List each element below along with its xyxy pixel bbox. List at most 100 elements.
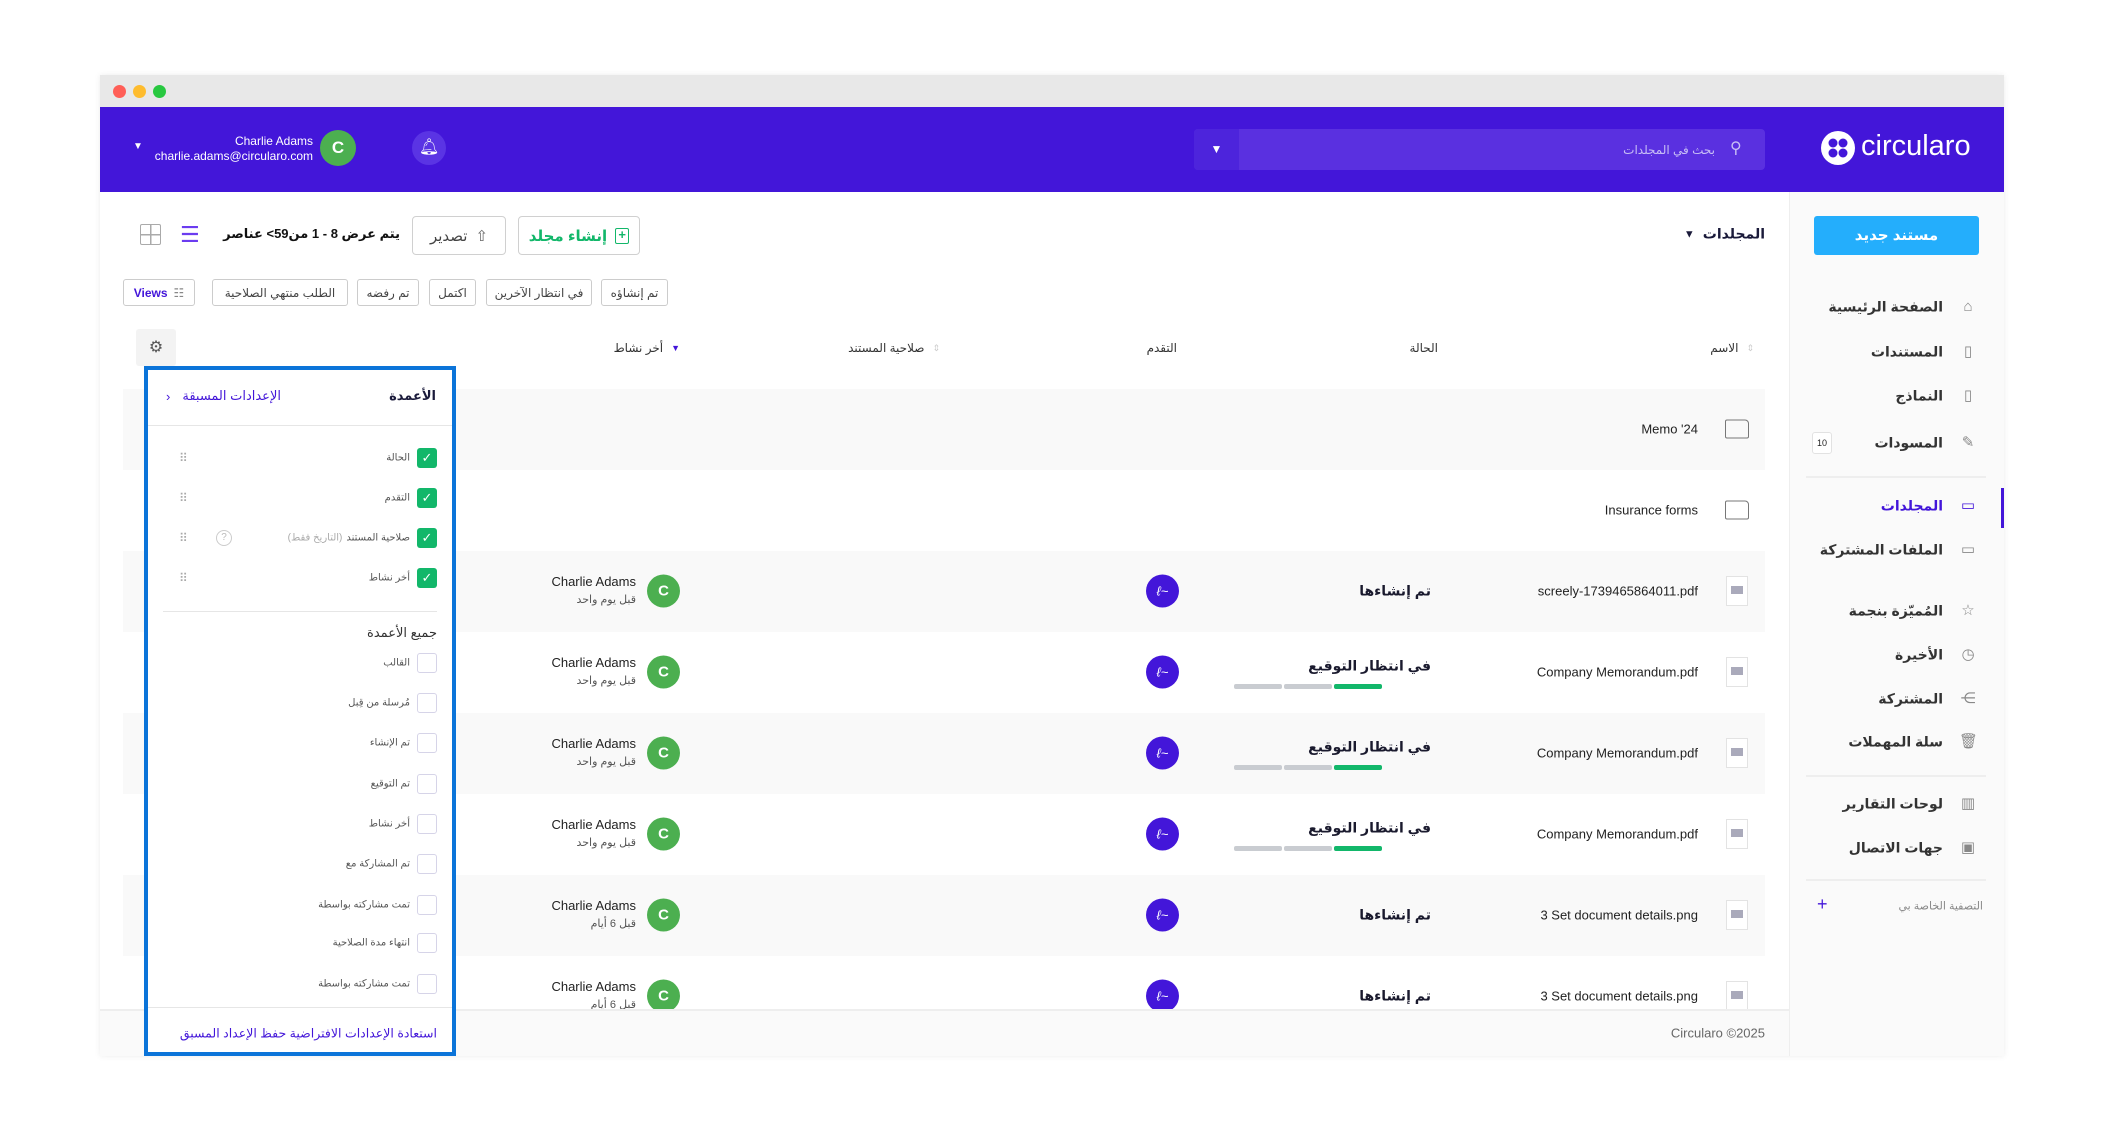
filter-chip[interactable]: تم إنشاؤه <box>601 279 668 306</box>
signature-icon: ℓ~ <box>1146 817 1179 851</box>
col-last-activity-label: أخر نشاط <box>613 341 664 355</box>
file-name[interactable]: Insurance forms <box>1604 502 1698 518</box>
sidebar-item[interactable]: المجلدات <box>1880 497 1943 514</box>
notifications-bell-icon[interactable]: 🔔︎ <box>412 131 446 165</box>
sidebar-item[interactable]: الأخيرة <box>1894 646 1943 663</box>
search-scope-dropdown[interactable]: ▼ <box>1194 129 1239 170</box>
column-checkbox[interactable] <box>417 974 437 994</box>
sidebar-item[interactable]: جهات الاتصال <box>1848 839 1943 856</box>
column-checkbox[interactable] <box>417 653 437 673</box>
user-email: charlie.adams@circularo.com <box>154 149 313 163</box>
sidebar-item[interactable]: المستندات <box>1870 343 1943 360</box>
sidebar-item[interactable]: النماذج <box>1895 387 1943 404</box>
active-indicator <box>2001 488 2004 528</box>
progress-segment <box>1234 846 1282 851</box>
file-name[interactable]: Memo '24 <box>1641 421 1698 437</box>
column-checkbox[interactable] <box>417 814 437 834</box>
item-count: يتم عرض 8 - 1 من59> عناصر <box>223 226 400 241</box>
column-checkbox[interactable] <box>417 774 437 794</box>
column-checkbox-checked[interactable]: ✓ <box>417 488 437 508</box>
column-option-label: تمت مشاركته بواسطة <box>318 899 410 911</box>
column-option: التقدم <box>385 493 410 504</box>
restore-defaults-save-preset-link[interactable]: استعادة الإعدادات الافتراضية حفظ الإعداد… <box>179 1026 437 1041</box>
sidebar-item[interactable]: سلة المهملات <box>1848 733 1943 750</box>
drag-handle-icon[interactable]: ⠿ <box>179 531 188 545</box>
document-icon: ▯ <box>1963 343 1973 360</box>
filter-chip[interactable]: في انتظار الآخرين <box>486 279 592 306</box>
column-label: أخر نشاط <box>368 572 410 584</box>
file-thumbnail-icon <box>1726 819 1748 849</box>
user-avatar[interactable]: C <box>320 130 356 166</box>
divider <box>148 1007 452 1008</box>
column-settings-gear-icon[interactable]: ⚙ <box>136 329 176 366</box>
sidebar-item[interactable]: المشتركة <box>1878 690 1943 707</box>
user-menu-chevron-icon[interactable]: ▼ <box>133 141 143 152</box>
views-button[interactable]: Views ☷ <box>123 279 195 306</box>
filter-chip[interactable]: تم رفضه <box>357 279 419 306</box>
column-label: صلاحية المستند <box>346 532 410 544</box>
upload-icon: ⇧ <box>475 227 489 245</box>
close-window-button[interactable] <box>113 85 126 98</box>
user-avatar: C <box>647 736 680 770</box>
column-checkbox[interactable] <box>417 933 437 953</box>
file-name[interactable]: screely-1739465864011.pdf <box>1537 583 1698 599</box>
chart-icon: ▥ <box>1960 795 1976 812</box>
filter-chip[interactable]: اكتمل <box>429 279 476 306</box>
add-filter-button[interactable]: + <box>1817 894 1828 914</box>
column-checkbox-checked[interactable]: ✓ <box>417 528 437 548</box>
filter-chip[interactable]: الطلب منتهي الصلاحية <box>212 279 348 306</box>
file-thumbnail-icon <box>1726 576 1748 606</box>
activity-user: Charlie Adams <box>551 979 636 994</box>
maximize-window-button[interactable] <box>153 85 166 98</box>
file-name[interactable]: Company Memorandum.pdf <box>1536 745 1698 761</box>
clock-icon: ◷ <box>1961 646 1975 663</box>
col-header-status[interactable]: الحالة <box>1409 341 1438 355</box>
col-validity-label: صلاحية المستند <box>848 341 925 355</box>
sidebar-item[interactable]: لوحات التقارير <box>1842 795 1943 812</box>
col-header-name[interactable]: الاسم ⇕ <box>1710 341 1754 355</box>
column-option-label: انتهاء مدة الصلاحية <box>332 937 410 949</box>
breadcrumb-label: المجلدات <box>1702 225 1765 242</box>
col-header-validity[interactable]: صلاحية المستند ⇕ <box>848 341 940 355</box>
sort-icon: ⇕ <box>932 342 940 353</box>
presets-link[interactable]: الإعدادات المسبقة ‹ <box>166 388 281 404</box>
activity-user: Charlie Adams <box>551 655 636 670</box>
file-name[interactable]: Company Memorandum.pdf <box>1536 664 1698 680</box>
search-input[interactable] <box>1245 129 1715 170</box>
folders-breadcrumb[interactable]: المجلدات ▼ <box>1684 226 1765 243</box>
create-folder-button[interactable]: + إنشاء مجلد <box>518 216 640 255</box>
drag-handle-icon[interactable]: ⠿ <box>179 571 188 585</box>
sidebar-item[interactable]: الصفحة الرئيسية <box>1828 298 1943 315</box>
col-header-last-activity[interactable]: أخر نشاط ▼ <box>614 341 680 355</box>
file-name[interactable]: 3 Set document details.png <box>1540 907 1698 923</box>
drag-handle-icon[interactable]: ⠿ <box>179 451 188 465</box>
column-option-label: أخر نشاط <box>368 818 410 830</box>
help-icon[interactable]: ? <box>216 530 232 546</box>
user-menu[interactable]: Charlie Adams charlie.adams@circularo.co… <box>155 134 313 164</box>
activity-user: Charlie Adams <box>551 736 636 751</box>
status-label: في انتظار التوقيع <box>1308 738 1431 755</box>
column-checkbox[interactable] <box>417 693 437 713</box>
sidebar-item[interactable]: المسودات <box>1874 434 1943 451</box>
circularo-logo-icon <box>1821 131 1855 165</box>
col-header-progress[interactable]: التقدم <box>1146 341 1177 355</box>
file-name[interactable]: Company Memorandum.pdf <box>1536 826 1698 842</box>
activity-user: Charlie Adams <box>551 574 636 589</box>
export-button[interactable]: ⇧ تصدير <box>412 216 506 255</box>
file-name[interactable]: 3 Set document details.png <box>1540 988 1698 1004</box>
sidebar-item[interactable]: الملفات المشتركة <box>1819 541 1943 558</box>
column-checkbox-checked[interactable]: ✓ <box>417 448 437 468</box>
logo-text: circularo <box>1861 130 1971 162</box>
sidebar-item[interactable]: المُميّزة بنجمة <box>1848 602 1943 619</box>
activity-time: قبل 6 أيام <box>590 918 636 930</box>
divider <box>1806 775 1986 777</box>
grid-view-icon[interactable] <box>140 224 161 245</box>
column-checkbox[interactable] <box>417 895 437 915</box>
column-checkbox[interactable] <box>417 733 437 753</box>
drag-handle-icon[interactable]: ⠿ <box>179 491 188 505</box>
column-checkbox[interactable] <box>417 854 437 874</box>
list-view-icon[interactable]: ☰ <box>180 222 200 247</box>
column-checkbox-checked[interactable]: ✓ <box>417 568 437 588</box>
new-document-button[interactable]: مستند جديد <box>1814 216 1979 255</box>
minimize-window-button[interactable] <box>133 85 146 98</box>
